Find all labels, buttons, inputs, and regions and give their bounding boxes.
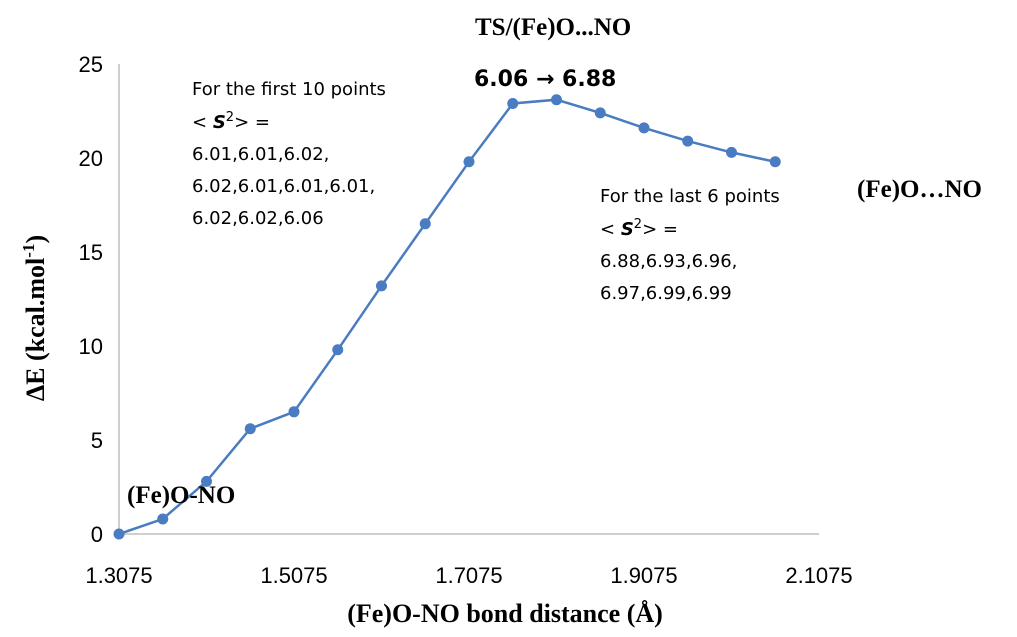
x-axis-title: (Fe)O-NO bond distance (Å) bbox=[347, 599, 663, 628]
data-point bbox=[157, 513, 169, 525]
data-point bbox=[551, 94, 562, 106]
transition-state-s2-value: 6.06 → 6.88 bbox=[474, 67, 616, 92]
data-point bbox=[682, 135, 694, 147]
transition-state-label: TS/(Fe)O...NO bbox=[475, 14, 631, 41]
start-state-label: (Fe)O-NO bbox=[127, 482, 235, 509]
x-tick-label: 1.7075 bbox=[435, 563, 502, 588]
data-point bbox=[507, 97, 519, 109]
data-point-markers bbox=[113, 94, 781, 540]
y-tick-label: 15 bbox=[79, 240, 103, 265]
data-point bbox=[244, 423, 256, 435]
data-point bbox=[419, 218, 431, 230]
first-note-line-1: 6.01,6.01,6.02, bbox=[192, 144, 329, 165]
first-note-s2: < S2> = bbox=[192, 110, 270, 133]
x-tick-label: 1.5075 bbox=[260, 563, 327, 588]
data-point bbox=[638, 122, 650, 134]
tick-labels: 0 5 10 15 20 25 1.3075 1.5075 1.7075 1.9075 2.1075 bbox=[79, 52, 853, 588]
x-tick-label: 1.3075 bbox=[85, 563, 152, 588]
y-tick-label: 25 bbox=[79, 52, 103, 77]
x-tick-label: 2.1075 bbox=[785, 563, 852, 588]
y-tick-label: 5 bbox=[91, 428, 103, 453]
last-note-line-2: 6.97,6.99,6.99 bbox=[600, 283, 732, 304]
series-line bbox=[118, 98, 776, 536]
last-note-title: For the last 6 points bbox=[600, 186, 780, 207]
y-tick-label: 20 bbox=[79, 146, 103, 171]
x-tick-label: 1.9075 bbox=[610, 563, 677, 588]
first-note-title: For the first 10 points bbox=[192, 79, 386, 100]
y-tick-label: 0 bbox=[91, 522, 103, 547]
data-point bbox=[376, 280, 387, 292]
first-note-line-2: 6.02,6.01,6.01,6.01, bbox=[192, 176, 375, 197]
last-points-note: For the last 6 points < S2> = 6.88,6.93,… bbox=[600, 186, 780, 304]
y-axis-title: ΔE (kcal.mol-1) bbox=[19, 235, 50, 401]
data-point bbox=[332, 344, 344, 356]
data-point bbox=[288, 406, 300, 418]
data-point bbox=[594, 107, 606, 119]
end-state-label: (Fe)O…NO bbox=[857, 176, 982, 203]
first-points-note: For the first 10 points < S2> = 6.01,6.0… bbox=[192, 79, 386, 229]
last-note-line-1: 6.88,6.93,6.96, bbox=[600, 251, 737, 272]
data-point bbox=[113, 528, 125, 540]
last-note-s2: < S2> = bbox=[600, 217, 678, 240]
data-point bbox=[769, 156, 781, 168]
data-point bbox=[726, 146, 737, 158]
data-point bbox=[201, 475, 212, 487]
data-point bbox=[463, 156, 475, 168]
y-tick-label: 10 bbox=[79, 334, 103, 359]
first-note-line-3: 6.02,6.02,6.06 bbox=[192, 208, 324, 229]
